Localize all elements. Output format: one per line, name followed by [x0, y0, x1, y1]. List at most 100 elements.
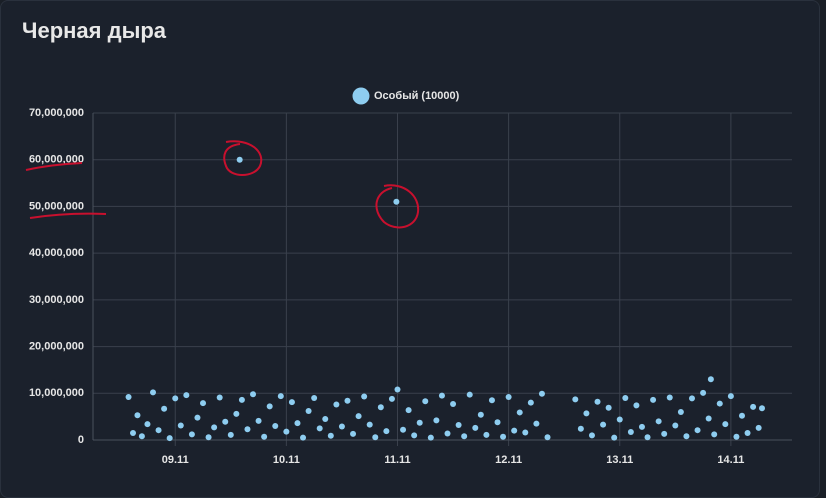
- point: [377, 404, 384, 411]
- point: [244, 426, 251, 433]
- point: [255, 417, 262, 424]
- point: [683, 433, 690, 440]
- x-tick-label: 11.11: [384, 454, 410, 466]
- point: [461, 433, 468, 440]
- point: [155, 427, 162, 434]
- annotation-stroke: [25, 162, 83, 171]
- point: [505, 394, 512, 401]
- point: [638, 423, 645, 430]
- point: [272, 422, 279, 429]
- point: [316, 425, 323, 432]
- point: [394, 386, 401, 393]
- point: [138, 433, 145, 440]
- y-tick-label: 10,000,000: [29, 387, 84, 399]
- point: [344, 397, 351, 404]
- point: [288, 399, 295, 406]
- x-tick-label: 09.11: [162, 454, 189, 466]
- point: [250, 391, 257, 398]
- point: [538, 390, 545, 397]
- point: [738, 412, 745, 419]
- x-tick-label: 10.11: [273, 454, 300, 466]
- point: [688, 395, 695, 402]
- point: [466, 391, 473, 398]
- point: [416, 419, 423, 426]
- point: [677, 408, 684, 415]
- point: [411, 432, 418, 439]
- point: [161, 405, 168, 412]
- point: [422, 398, 429, 405]
- point: [594, 398, 601, 405]
- point: [622, 394, 629, 401]
- point: [236, 156, 243, 163]
- point: [277, 393, 284, 400]
- point: [205, 434, 212, 441]
- annotation-stroke: [29, 212, 107, 219]
- point: [661, 430, 668, 437]
- point: [134, 412, 141, 419]
- point: [655, 418, 662, 425]
- point: [388, 395, 395, 402]
- point: [261, 433, 268, 440]
- legend-marker: [352, 87, 370, 105]
- point: [238, 396, 245, 403]
- annotation-circle: [375, 184, 420, 229]
- x-tick-label: 14.11: [717, 454, 744, 466]
- point: [194, 414, 201, 421]
- point: [727, 393, 734, 400]
- point: [733, 433, 740, 440]
- point: [455, 422, 462, 429]
- point: [472, 424, 479, 431]
- point: [572, 396, 579, 403]
- y-tick-label: 20,000,000: [29, 340, 84, 352]
- point: [650, 396, 657, 403]
- point: [700, 389, 707, 396]
- y-tick-label: 30,000,000: [29, 294, 84, 306]
- point: [707, 376, 714, 383]
- point: [600, 421, 607, 428]
- point: [644, 434, 651, 441]
- point: [150, 389, 157, 396]
- point: [177, 422, 184, 429]
- point: [494, 419, 501, 426]
- point: [750, 403, 757, 410]
- point: [305, 408, 312, 415]
- point: [311, 394, 318, 401]
- point: [283, 428, 290, 435]
- point: [705, 415, 712, 422]
- y-tick-label: 60,000,000: [29, 154, 84, 166]
- point: [350, 430, 357, 437]
- annotation: [25, 140, 420, 229]
- point: [130, 429, 137, 436]
- point: [266, 403, 273, 410]
- point: [477, 411, 484, 418]
- point: [627, 429, 634, 436]
- point: [427, 434, 434, 441]
- point: [222, 418, 229, 425]
- point: [400, 426, 407, 433]
- point: [583, 410, 590, 417]
- point: [716, 400, 723, 407]
- point: [338, 423, 345, 430]
- point: [488, 397, 495, 404]
- point: [166, 435, 173, 442]
- x-tick-label: 13.11: [606, 454, 633, 466]
- point: [527, 399, 534, 406]
- point: [500, 433, 507, 440]
- point: [605, 404, 612, 411]
- y-tick-label: 70,000,000: [29, 107, 84, 119]
- point: [322, 415, 329, 422]
- annotation-circle: [223, 140, 263, 176]
- point: [366, 421, 373, 428]
- point: [172, 395, 179, 402]
- point: [744, 429, 751, 436]
- point: [433, 417, 440, 424]
- point: [588, 432, 595, 439]
- point: [577, 425, 584, 432]
- point: [183, 392, 190, 399]
- point: [216, 394, 223, 401]
- y-tick-label: 50,000,000: [29, 200, 84, 212]
- point: [444, 430, 451, 437]
- point: [393, 198, 400, 205]
- y-tick-label: 40,000,000: [29, 247, 84, 259]
